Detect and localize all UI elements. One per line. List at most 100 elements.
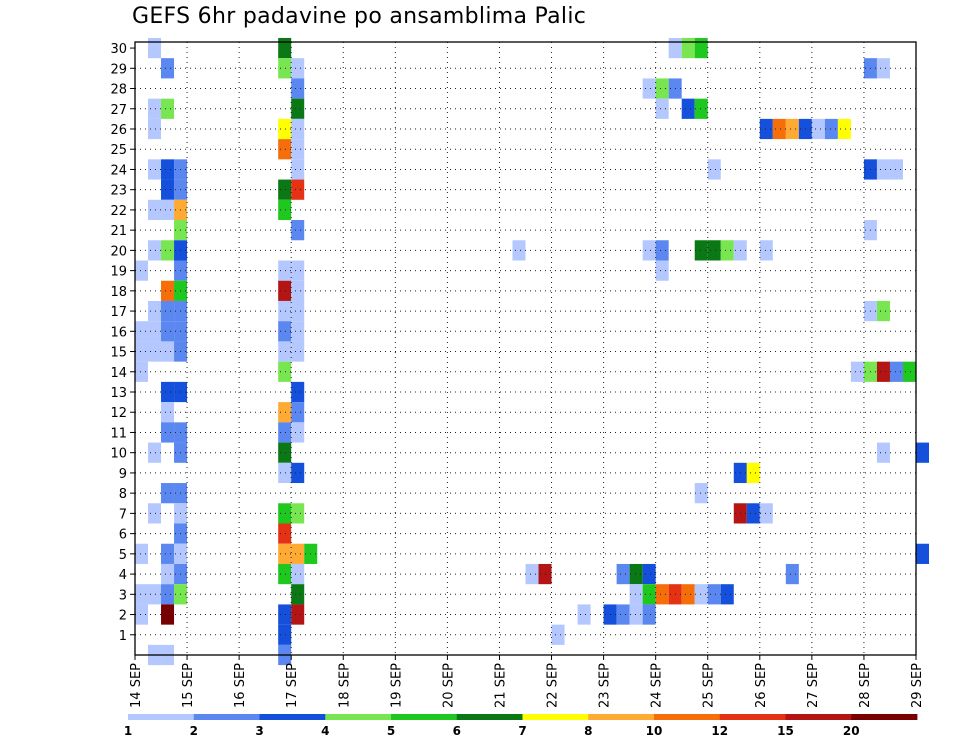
y-tick-label: 26 <box>110 123 127 138</box>
y-tick-label: 27 <box>110 103 127 118</box>
heatmap-cell <box>161 240 175 261</box>
colorbar-label: 20 <box>843 724 860 738</box>
heatmap-cell <box>291 78 305 99</box>
heatmap-cell <box>902 361 916 382</box>
colorbar-label: 4 <box>321 724 329 738</box>
heatmap-cell <box>694 240 708 261</box>
heatmap-cell <box>148 118 162 140</box>
heatmap-cell <box>759 118 773 140</box>
heatmap-cell <box>135 604 149 625</box>
heatmap-cell <box>889 361 903 382</box>
heatmap-cell <box>278 543 292 564</box>
x-tick-label: 18 SEP <box>337 663 352 708</box>
heatmap-cell <box>291 321 305 342</box>
heatmap-cell <box>161 58 175 79</box>
heatmap-cell <box>655 78 669 99</box>
heatmap-cell <box>278 341 292 362</box>
heatmap-cell <box>291 58 305 79</box>
heatmap-cell <box>707 240 721 261</box>
y-tick-label: 25 <box>110 143 127 158</box>
heatmap-cell <box>148 503 162 524</box>
colorbar-label: 5 <box>387 724 395 738</box>
heatmap-cell <box>135 543 149 564</box>
heatmap-cell <box>759 240 773 261</box>
colorbar-swatch <box>325 714 392 720</box>
heatmap-cell <box>148 199 162 221</box>
heatmap-cell <box>278 462 292 484</box>
heatmap-cell <box>291 159 305 180</box>
heatmap-cell <box>551 624 565 645</box>
heatmap-cell <box>278 37 292 59</box>
heatmap-cell <box>876 58 890 79</box>
heatmap-cell <box>278 624 292 645</box>
heatmap-cell <box>135 584 149 605</box>
y-tick-label: 20 <box>110 244 127 259</box>
heatmap-cell <box>291 139 305 160</box>
heatmap-cell <box>655 584 669 605</box>
colorbar-label: 7 <box>518 724 526 738</box>
heatmap-cell <box>278 604 292 625</box>
heatmap-cell <box>694 98 708 119</box>
heatmap-cell <box>278 361 292 382</box>
heatmap-cell <box>291 563 305 585</box>
heatmap-cell <box>916 543 930 564</box>
heatmap-cell <box>291 300 305 322</box>
heatmap-cell <box>616 563 630 585</box>
x-tick-label: 20 SEP <box>441 663 456 708</box>
heatmap-cell <box>746 503 760 524</box>
colorbar-label: 6 <box>453 724 461 738</box>
x-tick-label: 23 SEP <box>598 663 613 708</box>
heatmap-cell <box>278 58 292 79</box>
heatmap-cell <box>291 402 305 423</box>
heatmap-cell <box>291 179 305 200</box>
heatmap-cell <box>161 402 175 423</box>
heatmap-cell <box>161 584 175 605</box>
y-tick-label: 7 <box>119 507 127 522</box>
colorbar-swatch <box>719 714 786 720</box>
heatmap-cell <box>525 563 539 585</box>
x-tick-label: 21 SEP <box>493 663 508 708</box>
heatmap-cell <box>278 118 292 140</box>
heatmap-cell <box>850 361 864 382</box>
heatmap-cell <box>161 179 175 200</box>
heatmap-cell <box>161 321 175 342</box>
y-tick-label: 10 <box>110 447 127 462</box>
y-tick-label: 29 <box>110 62 127 77</box>
y-tick-label: 14 <box>110 366 127 381</box>
heatmap-cell <box>707 584 721 605</box>
colorbar-label: 15 <box>777 724 794 738</box>
heatmap-cell <box>278 139 292 160</box>
heatmap-cell <box>148 159 162 180</box>
heatmap-cell <box>291 604 305 625</box>
y-tick-label: 23 <box>110 184 127 199</box>
x-tick-label: 16 SEP <box>233 663 248 708</box>
heatmap-cell <box>161 341 175 362</box>
heatmap-cell <box>616 604 630 625</box>
heatmap-cell <box>278 321 292 342</box>
heatmap-cell <box>278 442 292 463</box>
y-tick-label: 12 <box>110 406 127 421</box>
heatmap-cell <box>746 462 760 484</box>
heatmap-cell <box>291 220 305 241</box>
colorbar-swatch <box>785 714 852 720</box>
heatmap-cell <box>135 321 149 342</box>
heatmap-cell <box>772 118 786 140</box>
heatmap-cell <box>291 98 305 119</box>
colorbar-swatch <box>259 714 326 720</box>
heatmap-cell <box>694 483 708 504</box>
heatmap-cell <box>681 37 695 59</box>
heatmap-cell <box>148 341 162 362</box>
plot-frame <box>134 41 917 656</box>
colorbar-legend: 1 2 3 4 5 6 7 8 10 12 15 20 <box>124 714 918 738</box>
colorbar-label: 8 <box>584 724 592 738</box>
heatmap-cell <box>876 442 890 463</box>
heatmap-cell <box>161 159 175 180</box>
y-tick-label: 21 <box>110 224 127 239</box>
heatmap-cell <box>876 361 890 382</box>
y-tick-label: 13 <box>110 386 127 401</box>
x-tick-label: 19 SEP <box>389 663 404 708</box>
x-tick-label: 27 SEP <box>806 663 821 708</box>
heatmap-cell <box>148 300 162 322</box>
x-tick-label: 24 SEP <box>650 663 665 708</box>
heatmap-cell <box>161 483 175 504</box>
